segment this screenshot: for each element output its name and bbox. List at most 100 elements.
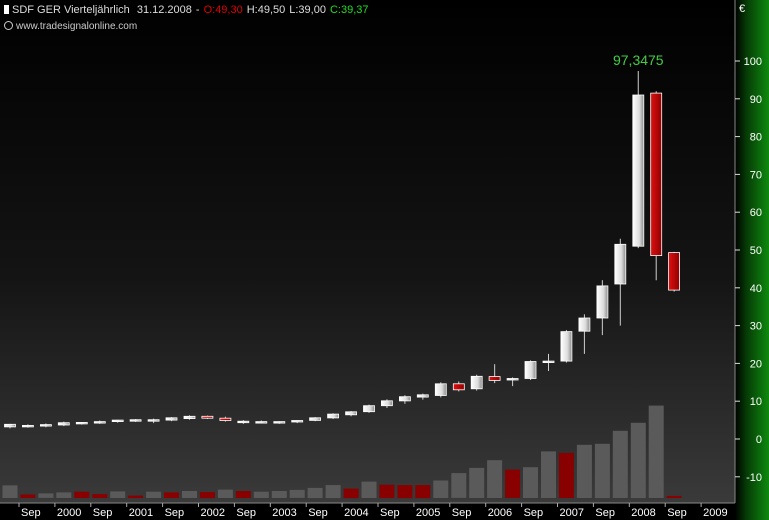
source-line: www.tradesignalonline.com — [4, 21, 137, 32]
volume-bar — [397, 485, 413, 499]
volume-bar — [56, 492, 72, 498]
date-tick-label: 2001 — [129, 507, 153, 519]
chart-header: SDF GER Vierteljährlich 31.12.2008- O:49,… — [4, 4, 372, 16]
price-tick-label: 20 — [750, 358, 762, 370]
candle-up — [542, 360, 555, 364]
volume-bar — [289, 489, 305, 498]
currency-label: € — [739, 3, 746, 15]
volume-bar — [630, 422, 646, 499]
candle-up — [57, 422, 70, 426]
date-tick-label: 2008 — [631, 507, 655, 519]
candle-up — [560, 331, 573, 362]
volume-bar — [146, 491, 162, 498]
candle-up — [309, 417, 322, 421]
date-tick-label: Sep — [21, 507, 41, 519]
open-value: O:49,30 — [203, 4, 243, 16]
volume-bar — [612, 430, 628, 498]
volume-bar — [576, 444, 592, 498]
date-tick-label: Sep — [93, 507, 113, 519]
candle-up — [416, 394, 429, 398]
date-tick-label: Sep — [165, 507, 185, 519]
candle-down — [668, 252, 680, 291]
separator: - — [195, 4, 200, 16]
price-tick-label: 60 — [750, 207, 762, 219]
candle-down — [219, 417, 232, 421]
price-tick-label: 80 — [750, 132, 762, 144]
candle-up — [165, 417, 178, 421]
volume-bar — [110, 491, 126, 498]
globe-icon — [4, 21, 13, 30]
candle-up — [345, 411, 358, 416]
candles — [4, 71, 680, 429]
volume-bar — [487, 460, 503, 498]
candle-up — [111, 419, 124, 423]
volume-bar — [594, 443, 610, 499]
volume-bar — [2, 485, 18, 498]
volume-bar — [451, 473, 467, 498]
candle-up — [614, 243, 627, 285]
date-tick-label: Sep — [236, 507, 256, 519]
price-tick-label: 50 — [750, 245, 762, 257]
low-value: L:39,00 — [289, 4, 326, 16]
date-tick-label: 2007 — [560, 507, 584, 519]
price-tick-label: -10 — [746, 472, 762, 484]
date-tick-label: Sep — [595, 507, 615, 519]
candle-up — [327, 413, 340, 419]
date-tick-label: Sep — [452, 507, 472, 519]
candle-up — [291, 420, 304, 423]
price-tick-label: 0 — [756, 434, 762, 446]
symbol-label: SDF GER Vierteljährlich — [12, 4, 130, 16]
date-tick-label: 2006 — [488, 507, 512, 519]
candle-down — [488, 376, 501, 381]
candle-up — [506, 378, 519, 381]
price-tick-label: 100 — [744, 56, 762, 68]
candle-up — [363, 405, 375, 413]
candle-up — [470, 375, 483, 390]
candle-up — [4, 423, 16, 428]
date-axis-band — [0, 503, 735, 520]
volume-bar — [415, 485, 431, 499]
candle-up — [596, 285, 609, 319]
date-tick-label: 2000 — [57, 507, 81, 519]
close-value: C:39,37 — [329, 4, 369, 16]
volume-bar — [235, 491, 251, 498]
date-tick-label: Sep — [380, 507, 400, 519]
volume-bar — [541, 451, 556, 498]
candle-up — [524, 361, 537, 379]
candle-up — [93, 421, 106, 424]
source-url: www.tradesignalonline.com — [16, 21, 138, 32]
volume-bar — [38, 493, 54, 498]
volume-bar — [74, 491, 90, 498]
date-tick-label: 2005 — [416, 507, 440, 519]
date-tick-label: Sep — [667, 507, 687, 519]
volume-bar — [128, 495, 144, 498]
candle-icon — [4, 5, 9, 14]
volume-bar — [199, 492, 215, 499]
date-tick-label: 2009 — [703, 507, 727, 519]
volume-bar — [271, 491, 287, 498]
volume-bar — [505, 469, 521, 498]
candle-up — [273, 421, 286, 424]
price-axis-band — [735, 0, 769, 520]
price-tick-label: 90 — [750, 94, 762, 106]
candle-down — [650, 92, 663, 256]
volume-bar — [379, 484, 395, 498]
volume-bar — [361, 481, 377, 498]
price-tick-label: 10 — [750, 396, 762, 408]
volume-bar — [523, 467, 538, 498]
date-axis: Sep 2000 Sep 2001 Sep 2002 Sep 2003 Sep 2004 Sep 20… — [0, 502, 735, 519]
candle-up — [434, 383, 447, 396]
volume-bar — [253, 491, 269, 498]
candle-up — [237, 420, 250, 424]
volume-bars — [2, 405, 682, 499]
date-label: 31.12.2008 — [136, 4, 192, 16]
volume-bar — [20, 494, 36, 498]
candle-up — [40, 424, 52, 427]
date-tick-label: 2003 — [272, 507, 296, 519]
date-tick-label: 2002 — [201, 507, 225, 519]
date-tick-label: 2004 — [344, 507, 368, 519]
candle-up — [129, 419, 142, 422]
volume-bar — [92, 494, 108, 498]
